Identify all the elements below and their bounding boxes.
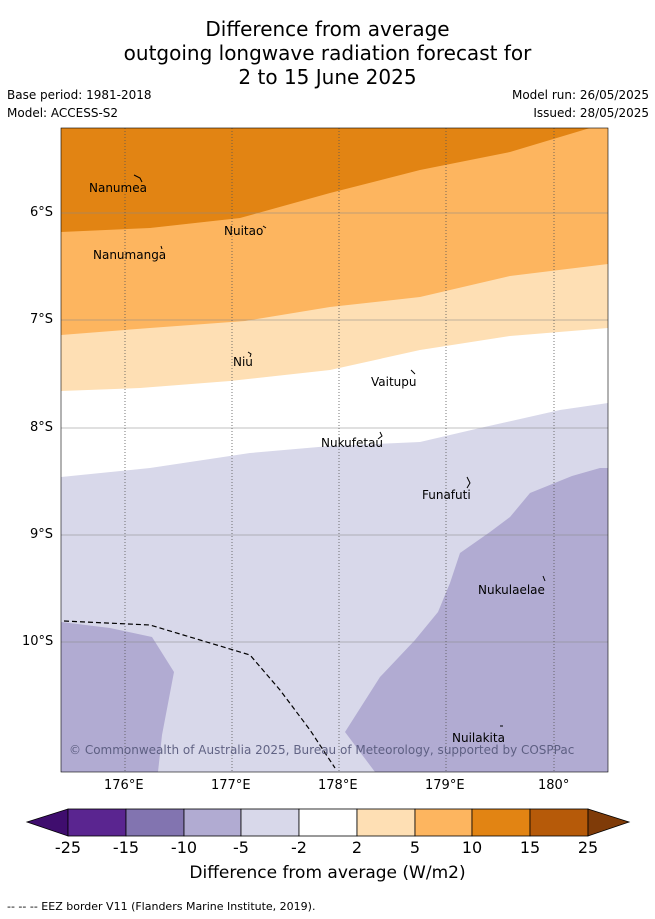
base-period: Base period: 1981-2018 (7, 88, 152, 102)
eez-legend-note: -- -- -- EEZ border V11 (Flanders Marine… (7, 900, 316, 913)
colorbar-label: 5 (409, 838, 421, 857)
anomaly-band-minus-5-to-minus-10-west (61, 622, 174, 772)
island-label-funafuti: Funafuti (422, 488, 471, 502)
latitude-gridlines (61, 212, 608, 643)
copyright-notice: © Commonwealth of Australia 2025, Bureau… (69, 743, 575, 757)
island-label-nuilakita: Nuilakita (452, 731, 505, 745)
model-run: Model run: 26/05/2025 (511, 88, 649, 102)
colorbar-segment (414, 808, 473, 837)
island-label-nukufetau: Nukufetau (321, 436, 384, 450)
colorbar-label: -5 (233, 838, 249, 857)
island-label-nanumea: Nanumea (89, 181, 147, 195)
colorbar-segment (529, 808, 589, 837)
title-line-1: Difference from average (205, 17, 450, 41)
island-shapes (133, 174, 546, 727)
lat-tick-10s: 10°S (22, 634, 54, 649)
colorbar-label: 25 (577, 838, 599, 857)
longitude-gridlines (124, 128, 555, 772)
island-label-nanumanga: Nanumanga (93, 248, 167, 262)
island-label-niu: Niu (233, 355, 253, 369)
colorbar-segment (298, 808, 358, 837)
colorbar-segment (356, 808, 416, 837)
lon-tick-177e: 177°E (211, 778, 251, 793)
island-label-nukulaelae: Nukulaelae (478, 583, 545, 597)
lat-tick-8s: 8°S (30, 420, 54, 435)
lon-tick-180: 180° (538, 778, 570, 793)
colorbar-label: 15 (519, 838, 541, 857)
colorbar-segment (67, 808, 127, 837)
colorbar-label: -2 (291, 838, 307, 857)
title-line-2: outgoing longwave radiation forecast for (123, 41, 532, 65)
island-label-nuitao: Nuitao (224, 224, 264, 238)
colorbar-label: -25 (54, 838, 82, 857)
colorbar-extend-low (25, 808, 69, 837)
lon-tick-178e: 178°E (318, 778, 358, 793)
island-label-vaitupu: Vaitupu (371, 375, 417, 389)
lat-tick-6s: 6°S (30, 205, 54, 220)
lon-tick-176e: 176°E (104, 778, 144, 793)
title-line-3: 2 to 15 June 2025 (238, 65, 417, 89)
lat-tick-9s: 9°S (30, 527, 54, 542)
colorbar-label: -15 (112, 838, 140, 857)
anomaly-band-minus-5-to-minus-10-east (345, 468, 608, 772)
colorbar-label: -10 (170, 838, 198, 857)
issued-date: Issued: 28/05/2025 (533, 106, 649, 120)
colorbar-extend-high (587, 808, 631, 837)
colorbar-segment (125, 808, 185, 837)
colorbar-segment (240, 808, 300, 837)
colorbar-label: 2 (351, 838, 363, 857)
model-name: Model: ACCESS-S2 (7, 106, 119, 120)
colorbar-label: 10 (461, 838, 483, 857)
colorbar-title: Difference from average (W/m2) (189, 863, 466, 883)
lat-tick-7s: 7°S (30, 312, 54, 327)
anomaly-band-10-to-15 (61, 128, 590, 232)
map-frame (60, 127, 609, 773)
lon-tick-179e: 179°E (425, 778, 465, 793)
colorbar-segment (471, 808, 531, 837)
colorbar (25, 808, 631, 837)
colorbar-segment (183, 808, 242, 837)
